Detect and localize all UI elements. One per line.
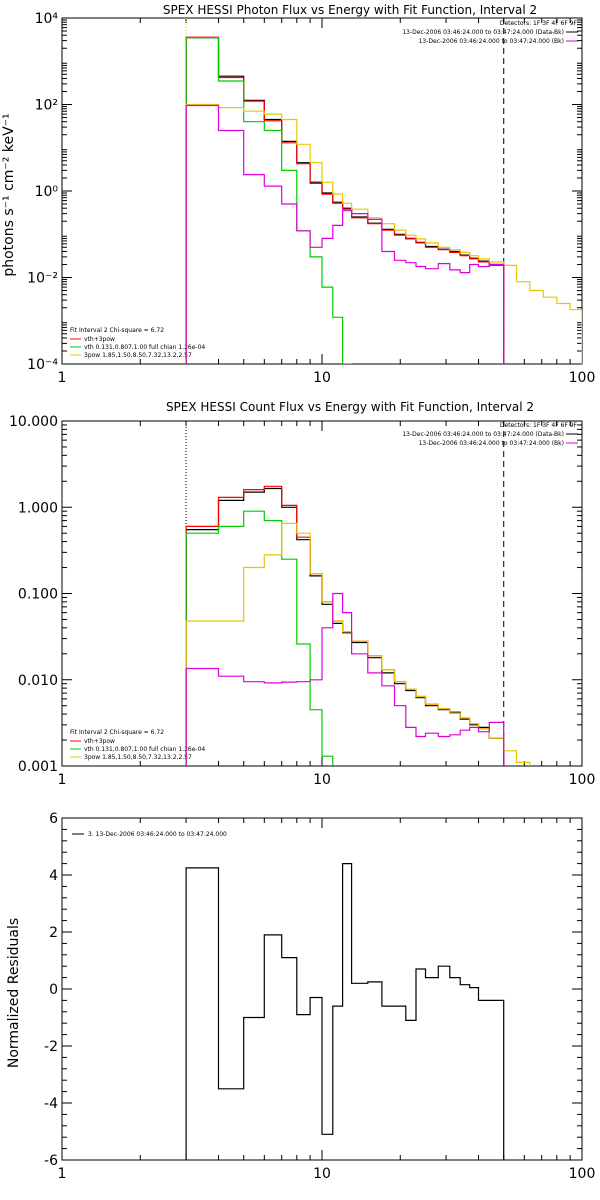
y-tick-label: -4	[44, 1096, 58, 1112]
series-line-0	[185, 862, 505, 1160]
y-tick-label: 4	[49, 868, 58, 884]
series-line-2	[185, 37, 353, 364]
legend-detectors: Detectors: 1F 3F 4F 6F 9F	[500, 20, 578, 27]
legend-fit: Fit Interval 2 Chi-square = 6.72	[70, 327, 164, 334]
x-tick-label: 100	[569, 772, 596, 788]
x-tick-label: 1	[58, 772, 67, 788]
legend-entry-total: vth+3pow	[84, 738, 115, 745]
series-line-3	[185, 103, 582, 364]
x-tick-label: 100	[569, 370, 596, 386]
y-tick-label: 10⁴	[35, 11, 59, 27]
y-tick-label: 10⁰	[35, 184, 59, 200]
legend-bottom: Fit Interval 2 Chi-square = 6.72 vth+3po…	[70, 729, 205, 761]
series-line-3	[185, 522, 531, 766]
legend-entry-bk: 13-Dec-2006 03:46:24.000 to 03:47:24.000…	[419, 38, 564, 45]
x-tick-label: 10	[313, 1166, 331, 1182]
legend-detectors: Detectors: 1F 3F 4F 6F 9F	[500, 422, 578, 429]
legend-bottom: Fit Interval 2 Chi-square = 6.72 vth+3po…	[70, 327, 205, 359]
legend-top: Detectors: 1F 3F 4F 6F 9F 13-Dec-2006 03…	[402, 422, 578, 447]
y-tick-label: 10⁻⁴	[27, 357, 58, 373]
y-tick-label: 0.100	[18, 587, 58, 603]
x-tick-label: 10	[313, 772, 331, 788]
y-tick-label: 10²	[35, 98, 58, 114]
legend-entry-vth: vth 0.131,0.807,1.00 full chian 1.26e-04	[84, 344, 205, 351]
chart-title: SPEX HESSI Photon Flux vs Energy with Fi…	[163, 3, 537, 17]
y-tick-label: -6	[44, 1153, 58, 1169]
chart-title: SPEX HESSI Count Flux vs Energy with Fit…	[166, 400, 534, 414]
x-tick-label: 100	[569, 1166, 596, 1182]
legend-top: 3. 13-Dec-2006 03:46:24.000 to 03:47:24.…	[72, 831, 227, 838]
series-line-1	[185, 485, 505, 766]
residuals-chart: Normalized Residuals 3. 13-Dec-2006 03:4…	[6, 811, 595, 1182]
y-tick-label: 0.010	[18, 673, 58, 689]
x-tick-label: 10	[313, 370, 331, 386]
legend-fit: Fit Interval 2 Chi-square = 6.72	[70, 729, 164, 736]
y-tick-label: 6	[49, 811, 58, 827]
y-tick-label: -2	[44, 1039, 58, 1055]
legend-entry-vth: vth 0.131,0.807,1.00 full chian 1.26e-04	[84, 746, 205, 753]
legend-entry-bk: 13-Dec-2006 03:46:24.000 to 03:47:24.000…	[419, 440, 564, 447]
y-tick-label: 10.000	[9, 414, 58, 430]
legend-top: Detectors: 1F 3F 4F 6F 9F 13-Dec-2006 03…	[402, 20, 578, 45]
legend-entry-total: vth+3pow	[84, 336, 115, 343]
legend-entry-3pow: 3pow 1.85,1.50,8.50,7.32,13.2,2.57	[84, 352, 192, 359]
legend-entry-data: 13-Dec-2006 03:46:24.000 to 03:47:24.000…	[402, 29, 564, 36]
y-tick-label: 0.001	[18, 759, 58, 775]
photon-flux-chart: SPEX HESSI Photon Flux vs Energy with Fi…	[1, 3, 596, 386]
y-tick-label: 10⁻²	[27, 271, 58, 287]
series-line-4	[185, 592, 505, 766]
y-axis-label: photons s⁻¹ cm⁻² keV⁻¹	[1, 113, 17, 276]
legend-entry-3pow: 3pow 1.85,1.50,8.50,7.32,13.2,2.57	[84, 754, 192, 761]
series-line-1	[185, 36, 505, 364]
count-flux-chart: SPEX HESSI Count Flux vs Energy with Fit…	[9, 400, 596, 788]
legend-entry-residuals: 3. 13-Dec-2006 03:46:24.000 to 03:47:24.…	[88, 831, 227, 838]
y-axis-label: Normalized Residuals	[6, 918, 22, 1068]
y-tick-label: 1.000	[18, 500, 58, 516]
series-line-0	[185, 37, 505, 364]
legend-entry-data: 13-Dec-2006 03:46:24.000 to 03:47:24.000…	[402, 431, 564, 438]
x-tick-label: 1	[58, 1166, 67, 1182]
y-tick-label: 2	[49, 925, 58, 941]
y-tick-label: 0	[49, 982, 58, 998]
series-line-0	[185, 487, 505, 766]
x-tick-label: 1	[58, 370, 67, 386]
series-line-4	[185, 104, 505, 364]
series-line-2	[185, 510, 334, 766]
